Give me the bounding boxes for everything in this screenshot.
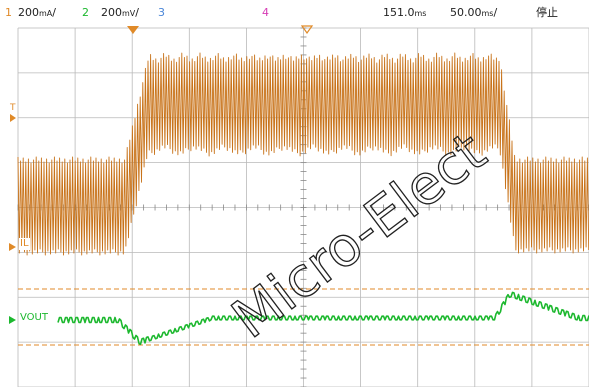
trigger-level-arrow-icon[interactable] (10, 114, 16, 122)
ch1-indicator[interactable]: 1 (5, 6, 12, 19)
trigger-level-label: T (10, 103, 16, 113)
ch2-indicator[interactable]: 2 (82, 6, 89, 19)
reference-lines (18, 288, 589, 346)
ch2-ground-marker-icon[interactable] (9, 316, 16, 324)
timebase-readout: 50.00ms/ (450, 6, 498, 19)
trigger-position-marker-icon[interactable] (300, 25, 314, 35)
run-state-indicator[interactable]: 停止 (536, 6, 558, 19)
ch1-il-waveform (17, 52, 589, 256)
ch4-indicator[interactable]: 4 (262, 6, 269, 19)
trigger-time-marker-icon[interactable] (127, 26, 139, 34)
trigger-time-readout: 151.0ms (383, 6, 427, 19)
ch1-scale: 200mA/ (18, 6, 56, 19)
ch1-label: IL (19, 238, 30, 250)
ch3-indicator[interactable]: 3 (158, 6, 165, 19)
ch1-ground-marker-icon[interactable] (9, 243, 16, 251)
ch2-scale: 200mV/ (101, 6, 139, 19)
ch2-vout-waveform (57, 291, 589, 346)
ch2-label: VOUT (19, 312, 49, 324)
